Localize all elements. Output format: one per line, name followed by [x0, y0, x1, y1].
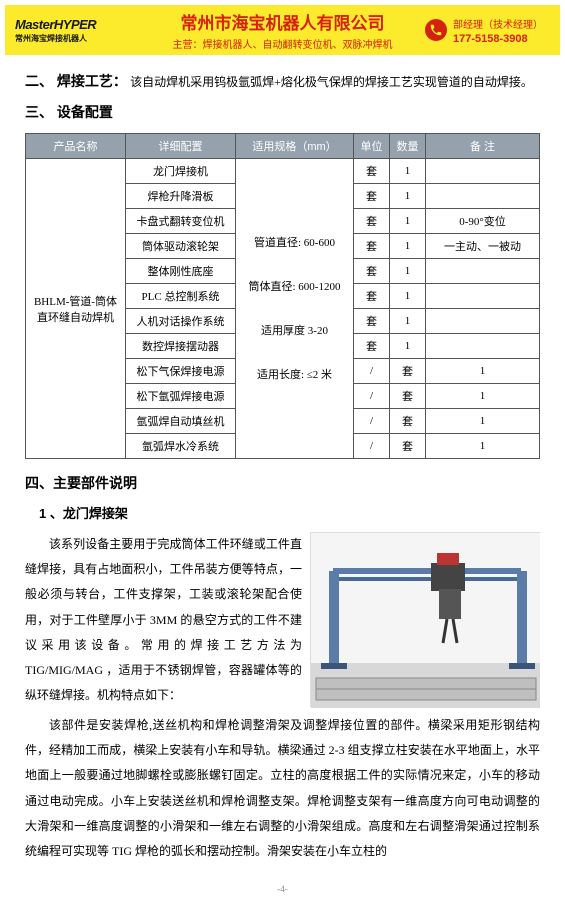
cell: 氩弧焊自动填丝机: [126, 409, 236, 434]
th-qty: 数量: [390, 134, 426, 159]
cell: 1: [390, 209, 426, 234]
banner-logo-block: MasterHYPER 常州海宝焊接机器人: [15, 17, 140, 44]
products-line: 主营：焊接机器人、自动翻转变位机、双脉冲焊机: [140, 36, 425, 51]
cell: 套: [390, 409, 426, 434]
cell: [426, 159, 540, 184]
cell: [426, 284, 540, 309]
table-row: BHLM-管道-筒体直环缝自动焊机 龙门焊接机 管道直径: 60-600 筒体直…: [26, 159, 540, 184]
cell: 松下气保焊接电源: [126, 359, 236, 384]
cell: 套: [390, 434, 426, 459]
cell: /: [354, 434, 390, 459]
section-3: 三、 设备配置: [25, 102, 540, 123]
cell: 龙门焊接机: [126, 159, 236, 184]
cell: /: [354, 384, 390, 409]
cell: [426, 334, 540, 359]
cell: 套: [354, 334, 390, 359]
section-3-label: 三、 设备配置: [25, 104, 113, 120]
cell: 套: [354, 259, 390, 284]
section-2-label: 二、 焊接工艺：: [25, 73, 127, 89]
section-2: 二、 焊接工艺： 该自动焊机采用钨极氩弧焊+熔化极气保焊的焊接工艺实现管道的自动…: [25, 71, 540, 92]
banner-center: 常州市海宝机器人有限公司 主营：焊接机器人、自动翻转变位机、双脉冲焊机: [140, 9, 425, 51]
cell: 1: [390, 184, 426, 209]
cell: PLC 总控制系统: [126, 284, 236, 309]
cell: 套: [354, 309, 390, 334]
cell: 1: [390, 309, 426, 334]
brand-subtitle: 常州海宝焊接机器人: [15, 33, 140, 44]
th-note: 备 注: [426, 134, 540, 159]
section-4-heading: 四、主要部件说明: [25, 473, 540, 493]
cell: 1: [390, 334, 426, 359]
paragraph-2: 该部件是安装焊枪,送丝机构和焊枪调整滑架及调整焊接位置的部件。横梁采用矩形钢结构…: [25, 713, 540, 864]
cell: 一主动、一被动: [426, 234, 540, 259]
section-2-body: 该自动焊机采用钨极氩弧焊+熔化极气保焊的焊接工艺实现管道的自动焊接。: [130, 75, 533, 89]
cell: 0-90°变位: [426, 209, 540, 234]
cell: 卡盘式翻转变位机: [126, 209, 236, 234]
contact-label: 部经理（技术经理）: [453, 16, 543, 31]
cell: 1: [390, 234, 426, 259]
cell: 筒体驱动滚轮架: [126, 234, 236, 259]
cell: 数控焊接摆动器: [126, 334, 236, 359]
gantry-figure: [310, 532, 540, 707]
section-4-1-heading: 1 、龙门焊接架: [39, 503, 540, 522]
cell: 套: [354, 209, 390, 234]
th-detail: 详细配置: [126, 134, 236, 159]
cell: 1: [426, 434, 540, 459]
banner-contact: 部经理（技术经理） 177-5158-3908: [425, 16, 550, 45]
cell: [426, 259, 540, 284]
cell: 1: [390, 259, 426, 284]
cell: 1: [426, 409, 540, 434]
cell: 1: [426, 384, 540, 409]
contact-phone: 177-5158-3908: [453, 33, 543, 45]
cell: 1: [426, 359, 540, 384]
cell-spec: 管道直径: 60-600 筒体直径: 600-1200 适用厚度 3-20 适用…: [236, 159, 354, 459]
page-number: -4-: [25, 884, 540, 894]
cell: 人机对话操作系统: [126, 309, 236, 334]
cell: /: [354, 359, 390, 384]
table-header-row: 产品名称 详细配置 适用规格（mm） 单位 数量 备 注: [26, 134, 540, 159]
cell: 1: [390, 284, 426, 309]
brand-logo: MasterHYPER: [15, 17, 140, 32]
cell: 1: [390, 159, 426, 184]
cell: /: [354, 409, 390, 434]
th-name: 产品名称: [26, 134, 126, 159]
cell: [426, 309, 540, 334]
th-unit: 单位: [354, 134, 390, 159]
cell: 套: [390, 384, 426, 409]
cell: 松下氩弧焊接电源: [126, 384, 236, 409]
header-banner: MasterHYPER 常州海宝焊接机器人 常州市海宝机器人有限公司 主营：焊接…: [5, 5, 560, 55]
cell: [426, 184, 540, 209]
cell: 氩弧焊水冷系统: [126, 434, 236, 459]
cell-product-name: BHLM-管道-筒体直环缝自动焊机: [26, 159, 126, 459]
cell: 套: [354, 184, 390, 209]
th-spec: 适用规格（mm）: [236, 134, 354, 159]
config-table: 产品名称 详细配置 适用规格（mm） 单位 数量 备 注 BHLM-管道-筒体直…: [25, 133, 540, 459]
cell: 套: [390, 359, 426, 384]
cell: 套: [354, 284, 390, 309]
cell: 套: [354, 159, 390, 184]
cell: 套: [354, 234, 390, 259]
company-name: 常州市海宝机器人有限公司: [140, 9, 425, 34]
cell: 整体刚性底座: [126, 259, 236, 284]
cell: 焊枪升降滑板: [126, 184, 236, 209]
phone-icon: [425, 19, 447, 41]
